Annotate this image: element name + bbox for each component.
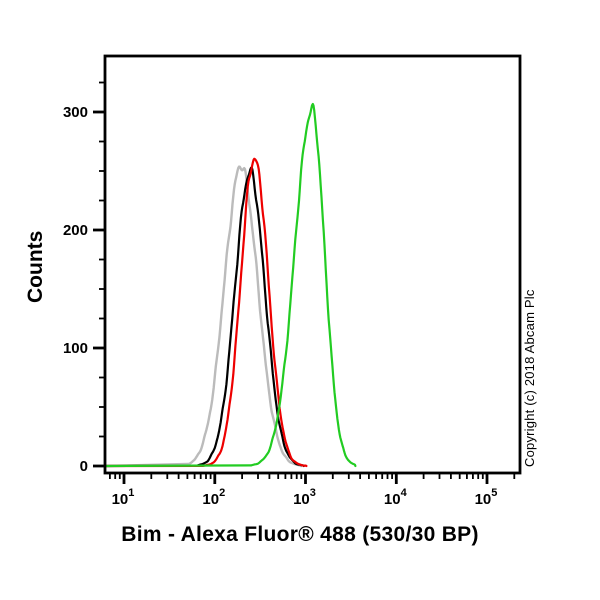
y-tick-label: 300 [63, 104, 88, 121]
plot-frame [103, 54, 522, 475]
curve-gray-control [103, 165, 303, 468]
y-axis-title: Counts [24, 230, 47, 303]
y-tick-label: 200 [63, 222, 88, 239]
curve-green-sample [103, 102, 357, 468]
x-tick-label: 101 [112, 487, 135, 508]
y-tick-label: 100 [63, 340, 88, 357]
x-axis-title: Bim - Alexa Fluor® 488 (530/30 BP) [121, 523, 479, 546]
x-tick-label: 105 [475, 487, 498, 508]
curve-black-control [103, 166, 305, 468]
y-tick-label: 0 [80, 458, 88, 475]
curve-red-control [103, 157, 308, 468]
copyright-text: Copyright (c) 2018 Abcam Plc [522, 289, 537, 467]
x-tick-label: 103 [293, 487, 316, 508]
x-tick-label: 102 [202, 487, 225, 508]
x-tick-label: 104 [384, 487, 408, 508]
